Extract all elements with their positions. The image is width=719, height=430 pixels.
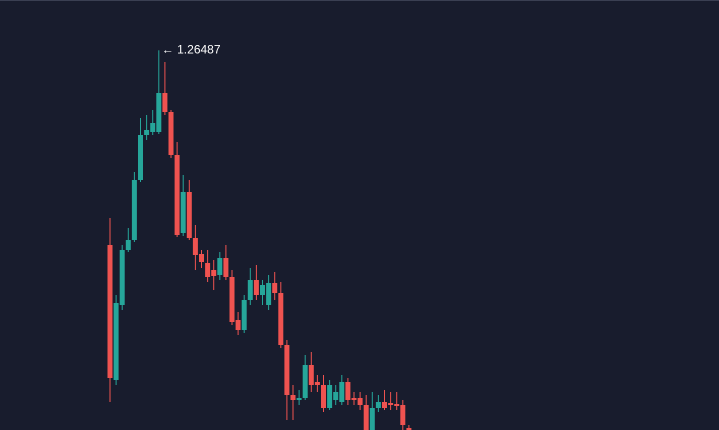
candle-body	[388, 403, 394, 405]
candle-body	[107, 245, 113, 378]
candle-body	[241, 300, 247, 330]
candle-body	[205, 263, 211, 277]
candle-body	[144, 130, 150, 135]
candle-body	[357, 398, 363, 405]
candle-body	[351, 398, 357, 400]
candle-body	[290, 395, 296, 400]
candle-body	[253, 280, 259, 295]
candle-body	[168, 112, 174, 155]
candle-body	[308, 365, 314, 385]
candle-body	[180, 192, 186, 233]
candle-body	[199, 254, 204, 262]
candle-body	[223, 258, 229, 277]
candle-body	[266, 283, 272, 305]
candle-body	[382, 402, 387, 408]
candle-body	[339, 382, 345, 402]
candle-body	[247, 280, 253, 300]
candle-body	[162, 93, 168, 112]
candle-body	[217, 258, 223, 275]
candle-body	[131, 180, 137, 240]
candle-body	[406, 428, 412, 430]
candle-body	[296, 398, 302, 400]
candle-body	[321, 385, 326, 408]
candle-body	[363, 405, 369, 430]
candle-body	[333, 392, 339, 400]
candle-body	[156, 93, 162, 132]
candle-body	[150, 123, 156, 132]
candle-body	[302, 365, 308, 398]
candle-body	[284, 345, 290, 395]
candle-body	[192, 238, 198, 255]
candle-body	[125, 240, 131, 250]
candle-body	[211, 270, 217, 276]
candle-body	[345, 382, 351, 400]
candle-body	[369, 408, 375, 430]
candle-body	[400, 405, 406, 425]
price-annotation: ← 1.26487	[162, 42, 221, 56]
candle-body	[394, 404, 400, 406]
candle-body	[278, 293, 284, 345]
candle-body	[375, 402, 381, 408]
candle-body	[327, 385, 333, 408]
candle-body	[314, 382, 320, 385]
candle-body	[138, 135, 143, 180]
candle-body	[272, 283, 278, 293]
candle-body	[186, 192, 192, 238]
candle-body	[113, 303, 119, 380]
candle-body	[229, 277, 235, 322]
candle-body	[260, 285, 265, 295]
candle-body	[174, 155, 180, 235]
candle-body	[119, 250, 125, 305]
candle-body	[235, 320, 241, 330]
